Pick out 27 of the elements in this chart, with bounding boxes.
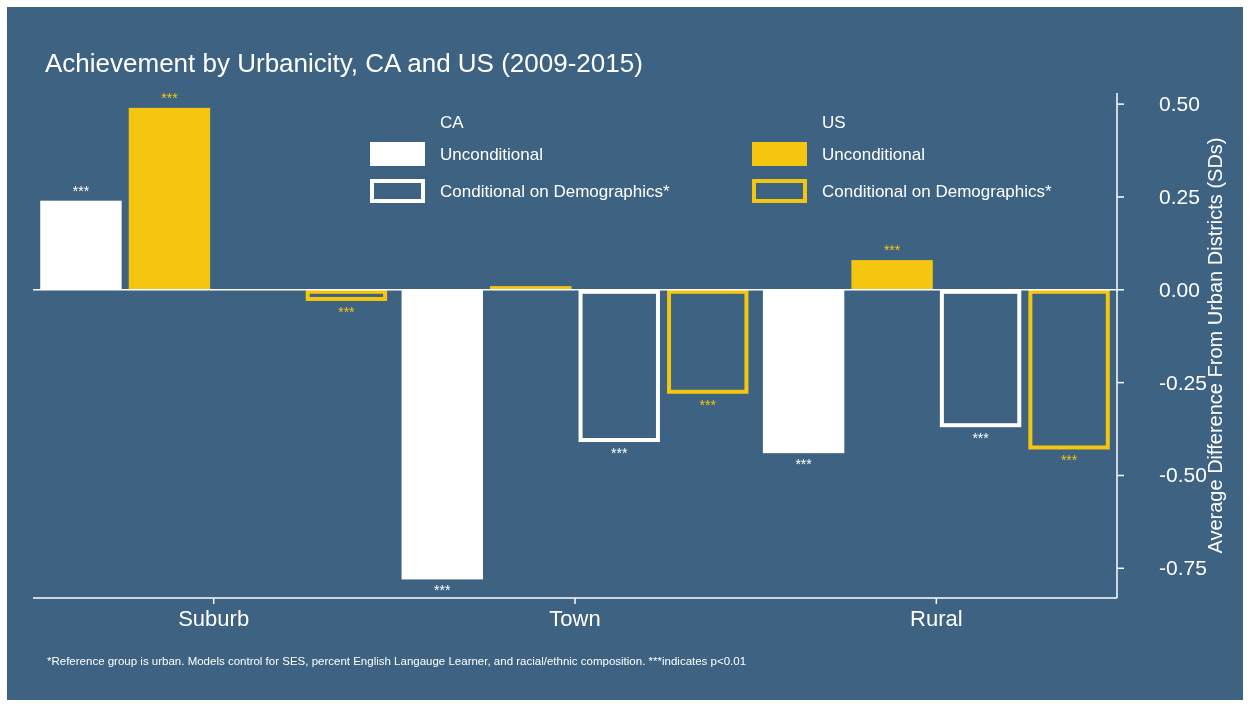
- y-tick-label: 0.00: [1159, 277, 1200, 301]
- data-label: ***: [434, 582, 451, 599]
- data-label: ***: [72, 182, 90, 199]
- text: *Reference group is urban. Models control for SES, percent English Langauge Learner, and racial/ethnic composition. ***indicates p<0.01: [47, 655, 747, 667]
- data-label: ***: [795, 456, 813, 473]
- y-tick-label: -0.50: [1159, 463, 1207, 487]
- data-label: ***: [883, 242, 901, 259]
- data-label: ***: [161, 89, 179, 106]
- annotation: US: [822, 113, 846, 132]
- legend-label: Conditional on Demographics*: [440, 182, 671, 201]
- x-tick-label: Suburb: [178, 606, 250, 631]
- legend-label: Conditional on Demographics*: [822, 182, 1053, 201]
- y-tick-label: -0.25: [1159, 370, 1207, 394]
- annotation: CA: [440, 113, 465, 132]
- data-label: ***: [338, 303, 356, 320]
- y-tick-label: -0.75: [1159, 556, 1207, 580]
- data-label: ***: [611, 445, 628, 462]
- x-tick-label: Rural: [910, 606, 963, 631]
- y-tick-label: 0.50: [1159, 92, 1200, 116]
- chart-title: Achievement by Urbanicity, CA and US (2009-2015): [45, 48, 643, 78]
- data-label: ***: [699, 396, 717, 413]
- y-tick-label: 0.25: [1159, 184, 1200, 208]
- x-tick-label: Town: [549, 606, 601, 631]
- data-label: ***: [972, 430, 990, 447]
- data-label: ***: [1060, 452, 1078, 469]
- legend-label: Unconditional: [440, 145, 544, 164]
- legend-label: Unconditional: [822, 145, 926, 164]
